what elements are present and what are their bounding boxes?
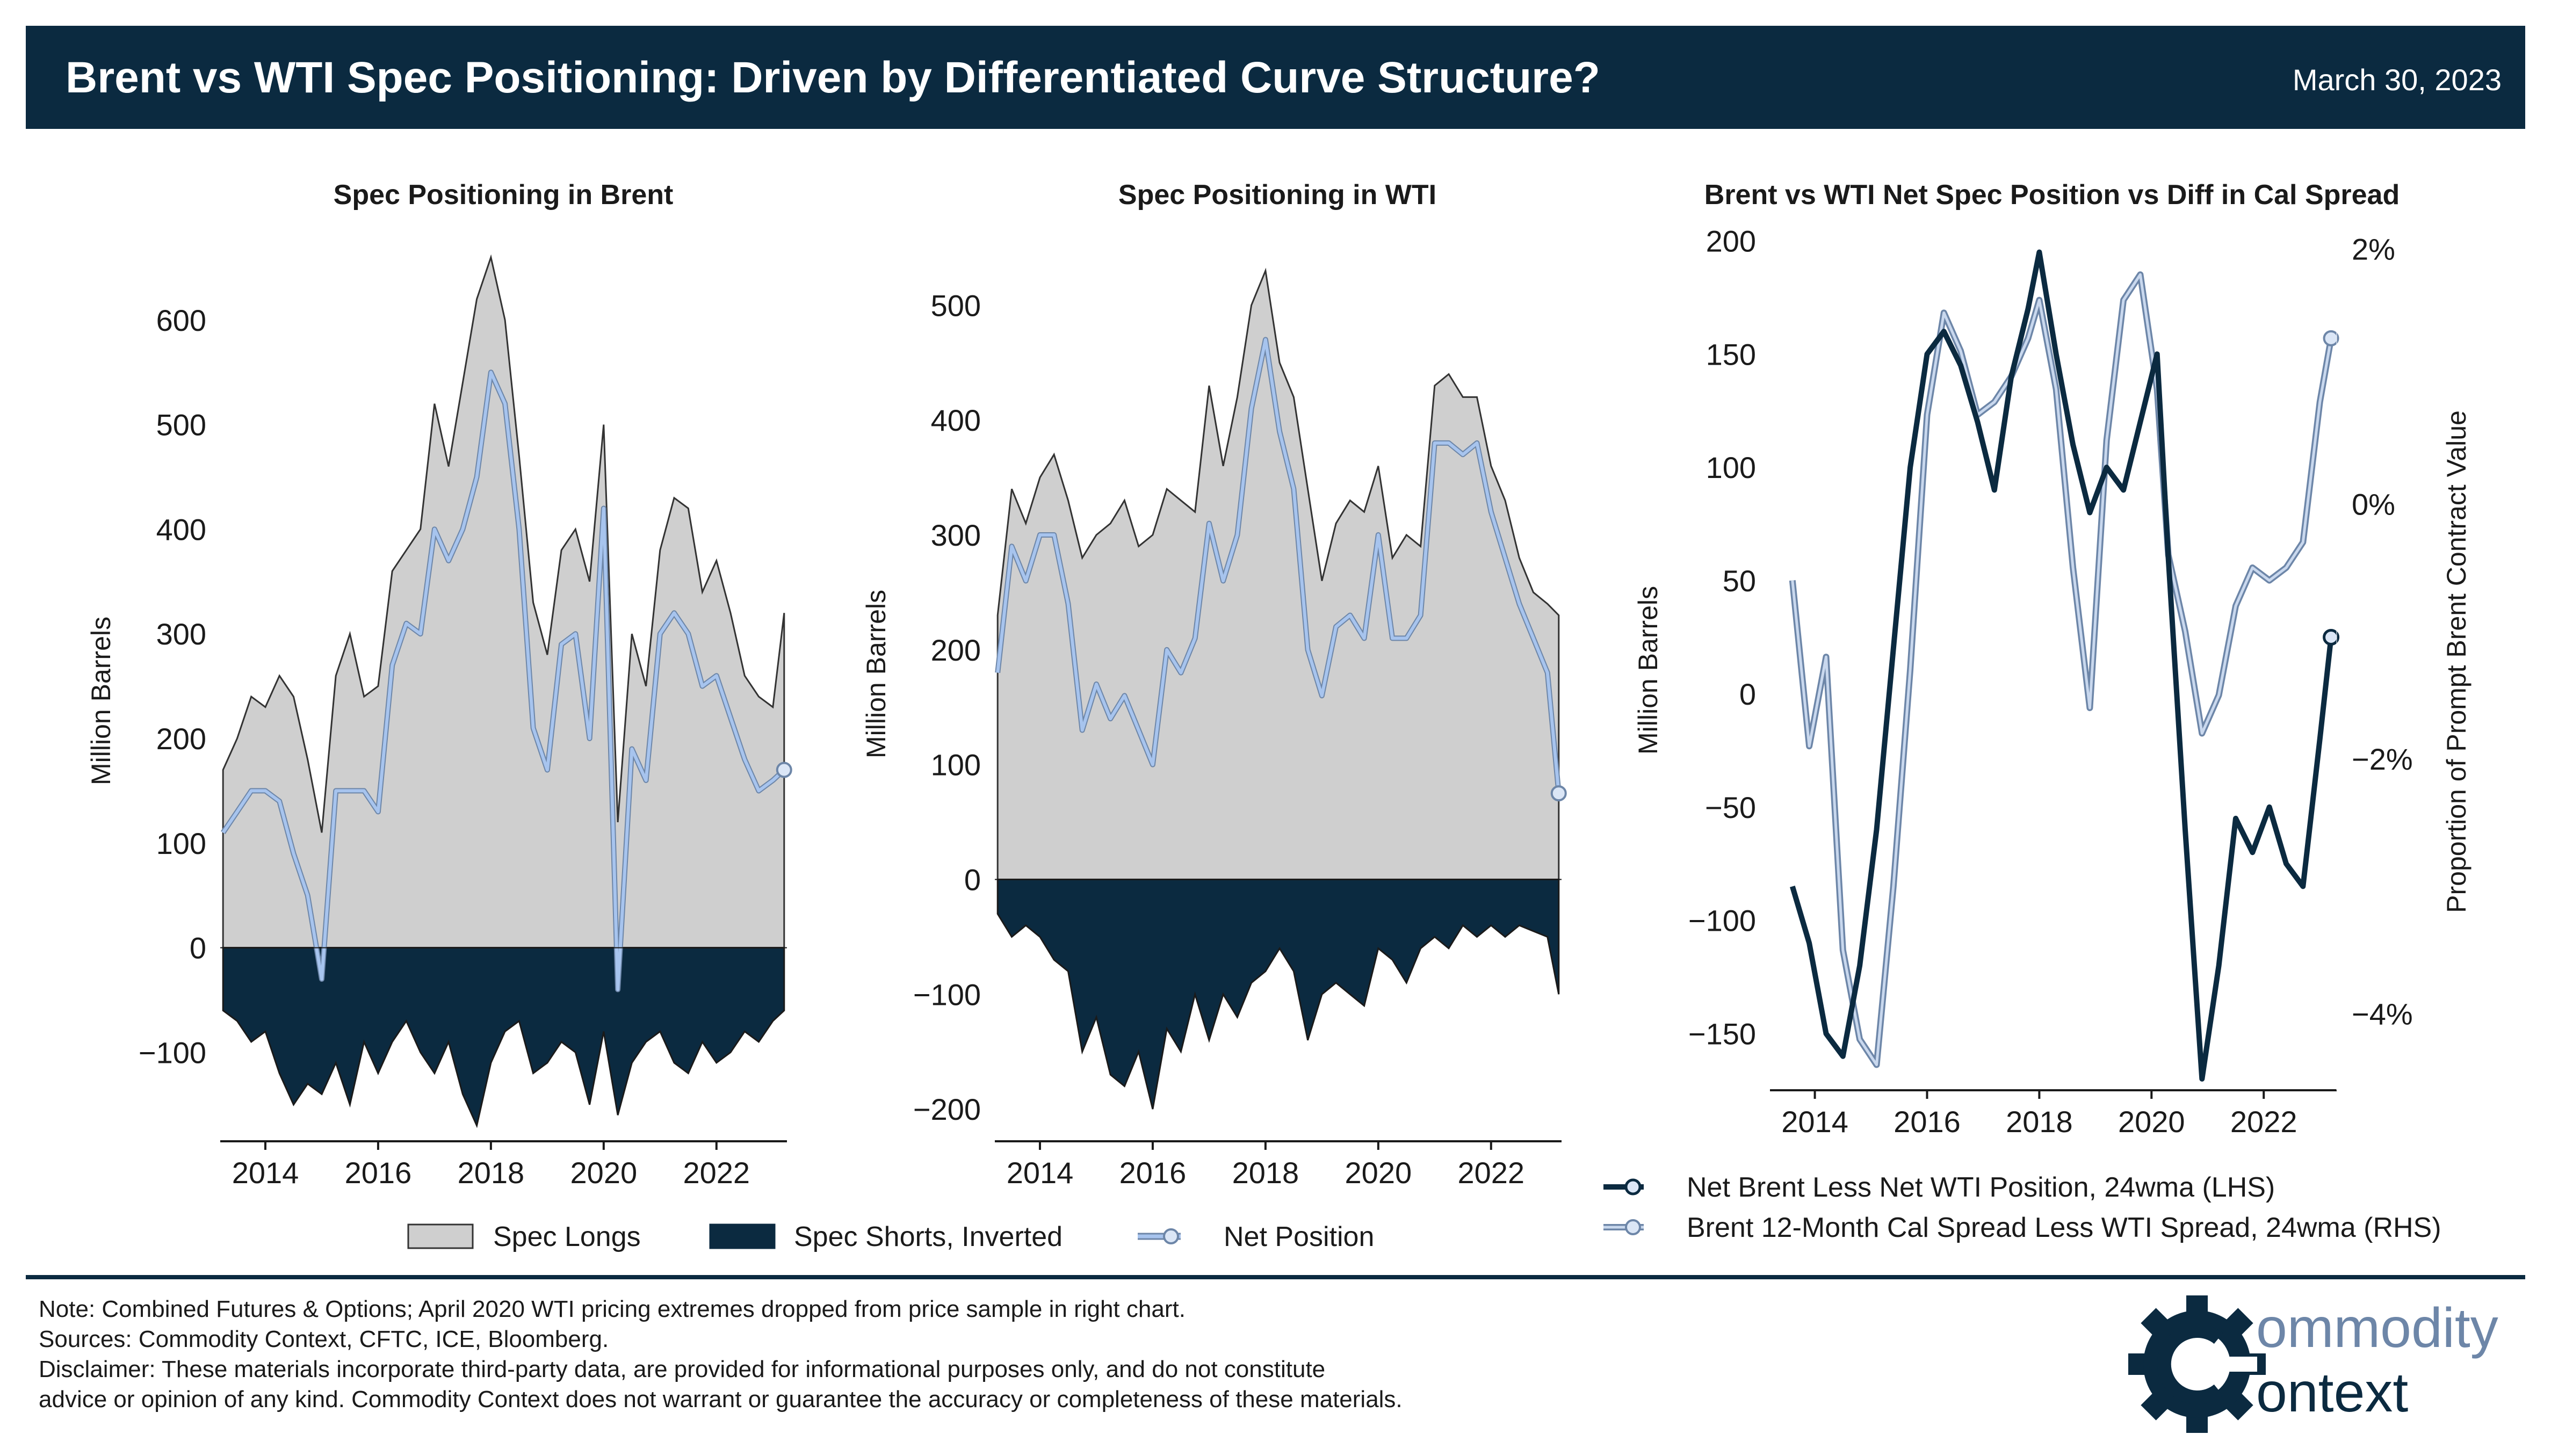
header-banner: Brent vs WTI Spec Positioning: Driven by… [26, 26, 2525, 129]
y-tick-label: 0 [190, 931, 206, 965]
net-position-end-marker [776, 762, 792, 778]
y-tick-label: 50 [1723, 564, 1756, 598]
x-tick-label: 2014 [1781, 1105, 1848, 1139]
x-tick-label: 2018 [2006, 1105, 2073, 1139]
footer-divider [26, 1275, 2525, 1279]
x-tick-label: 2020 [2118, 1105, 2185, 1139]
x-tick-label: 2020 [570, 1156, 638, 1190]
series-area-spec-shorts [222, 947, 785, 1128]
cal-spread-end-marker [2323, 330, 2339, 346]
legend-swatch-longs [407, 1223, 474, 1249]
series-line-cal-spread [1791, 273, 2333, 1066]
gear-icon [2128, 1295, 2266, 1433]
y2-tick-label: −4% [2352, 997, 2413, 1031]
plot-area-spread [1789, 249, 2335, 1082]
net-position-end-marker [1550, 785, 1567, 802]
legend-marker-net-diff [1624, 1178, 1642, 1196]
y-tick-label: 100 [156, 827, 206, 860]
legend-swatch-shorts [709, 1223, 776, 1249]
x-tick-label: 2014 [232, 1156, 299, 1190]
plot-area-wti [995, 267, 1562, 1110]
legend-label-net: Net Position [1224, 1221, 1374, 1252]
x-tick-label: 2018 [458, 1156, 525, 1190]
series-line-net-position [221, 371, 785, 991]
y-tick-label: −100 [1688, 904, 1756, 938]
y-tick-label: −100 [139, 1035, 206, 1069]
logo-text-bottom: ontext [2256, 1361, 2408, 1424]
report-date: March 30, 2023 [2292, 63, 2502, 97]
note-line: Note: Combined Futures & Options; April … [39, 1296, 1186, 1322]
legend-label-shorts: Spec Shorts, Inverted [794, 1221, 1063, 1252]
y-tick-label: −200 [913, 1092, 981, 1126]
y-tick-label: 600 [156, 303, 206, 337]
chart-title-spread: Brent vs WTI Net Spec Position vs Diff i… [1704, 179, 2400, 211]
commodity-context-logo: ommodity ontext [2128, 1295, 2498, 1433]
x-tick-label: 2022 [1457, 1156, 1524, 1190]
x-tick-label: 2022 [683, 1156, 750, 1190]
net-diff-end-marker [2323, 628, 2340, 646]
x-tick-label: 2016 [345, 1156, 412, 1190]
series-line-net-position [996, 338, 1560, 794]
y2-tick-label: −2% [2352, 742, 2413, 776]
y2-tick-label: 2% [2352, 233, 2395, 266]
legend-marker-cal-spread [1625, 1219, 1641, 1235]
y-tick-label: 100 [931, 748, 981, 782]
legend-label-longs: Spec Longs [493, 1221, 641, 1252]
axes-spread: 2014 2016 2018 2020 2022 −150 −100 −50 0 50 100 150… [1688, 224, 2413, 1139]
x-tick-label: 2020 [1345, 1156, 1412, 1190]
chart-brent: Spec Positioning in Brent Million Barrel… [86, 179, 792, 1190]
series-line-net-diff [1790, 249, 2334, 1082]
series-area-spec-longs [222, 254, 785, 949]
y2-axis-label-spread: Proportion of Prompt Brent Contract Valu… [2441, 410, 2471, 913]
axes-wti: 2014 2016 2018 2020 2022 −200 −100 0 100 200 300 40… [913, 288, 1567, 1190]
chart-title-brent: Spec Positioning in Brent [334, 179, 674, 211]
x-tick-label: 2022 [2230, 1105, 2297, 1139]
y-tick-label: 400 [931, 403, 981, 437]
series-area-spec-longs [996, 267, 1560, 880]
y-axis-label-brent: Million Barrels [86, 617, 116, 785]
y-tick-label: 150 [1706, 337, 1756, 371]
y-tick-label: −150 [1688, 1017, 1756, 1051]
y-tick-label: 400 [156, 512, 206, 546]
y-tick-label: 500 [931, 288, 981, 322]
plot-area-brent [220, 254, 787, 1128]
y-axis-label-spread: Million Barrels [1633, 586, 1663, 755]
series-area-spec-shorts [996, 879, 1560, 1110]
y-tick-label: −100 [913, 977, 981, 1011]
axes-brent: 2014 2016 2018 2020 2022 −100 0 100 200 300 400 500… [139, 303, 792, 1190]
y-tick-label: 300 [931, 518, 981, 552]
x-tick-label: 2016 [1119, 1156, 1187, 1190]
y-tick-label: 200 [1706, 224, 1756, 258]
sources-line: Sources: Commodity Context, CFTC, ICE, B… [39, 1326, 609, 1352]
y-tick-label: 0 [1739, 677, 1756, 711]
x-tick-label: 2014 [1007, 1156, 1074, 1190]
legend-spread: Net Brent Less Net WTI Position, 24wma (… [1603, 1172, 2441, 1243]
y-tick-label: 300 [156, 617, 206, 651]
legend-marker-net [1163, 1228, 1179, 1244]
legend-label-net-diff: Net Brent Less Net WTI Position, 24wma (… [1687, 1172, 2275, 1203]
chart-wti: Spec Positioning in WTI Million Barrels … [861, 179, 1567, 1190]
x-tick-label: 2016 [1894, 1105, 1961, 1139]
chart-spread: Brent vs WTI Net Spec Position vs Diff i… [1633, 179, 2471, 1139]
footnotes: Note: Combined Futures & Options; April … [39, 1294, 1758, 1415]
y-tick-label: 200 [156, 722, 206, 756]
page-title: Brent vs WTI Spec Positioning: Driven by… [66, 53, 1600, 102]
y-tick-label: −50 [1705, 791, 1756, 824]
disclaimer-line: Disclaimer: These materials incorporate … [39, 1356, 1326, 1382]
charts-canvas: Spec Positioning in Brent Million Barrel… [86, 179, 2471, 1252]
chart-title-wti: Spec Positioning in WTI [1118, 179, 1436, 211]
y-tick-label: 100 [1706, 451, 1756, 484]
legend-positioning: Spec Longs Spec Shorts, Inverted Net Pos… [407, 1221, 1374, 1252]
logo-text-top: ommodity [2256, 1297, 2498, 1359]
y2-tick-label: 0% [2352, 487, 2395, 521]
y-tick-label: 200 [931, 633, 981, 667]
y-tick-label: 0 [964, 863, 981, 896]
x-tick-label: 2018 [1232, 1156, 1299, 1190]
y-tick-label: 500 [156, 408, 206, 442]
y-axis-label-wti: Million Barrels [861, 590, 891, 758]
legend-label-cal-spread: Brent 12-Month Cal Spread Less WTI Sprea… [1687, 1212, 2441, 1243]
disclaimer-line-2: advice or opinion of any kind. Commodity… [39, 1386, 1403, 1412]
